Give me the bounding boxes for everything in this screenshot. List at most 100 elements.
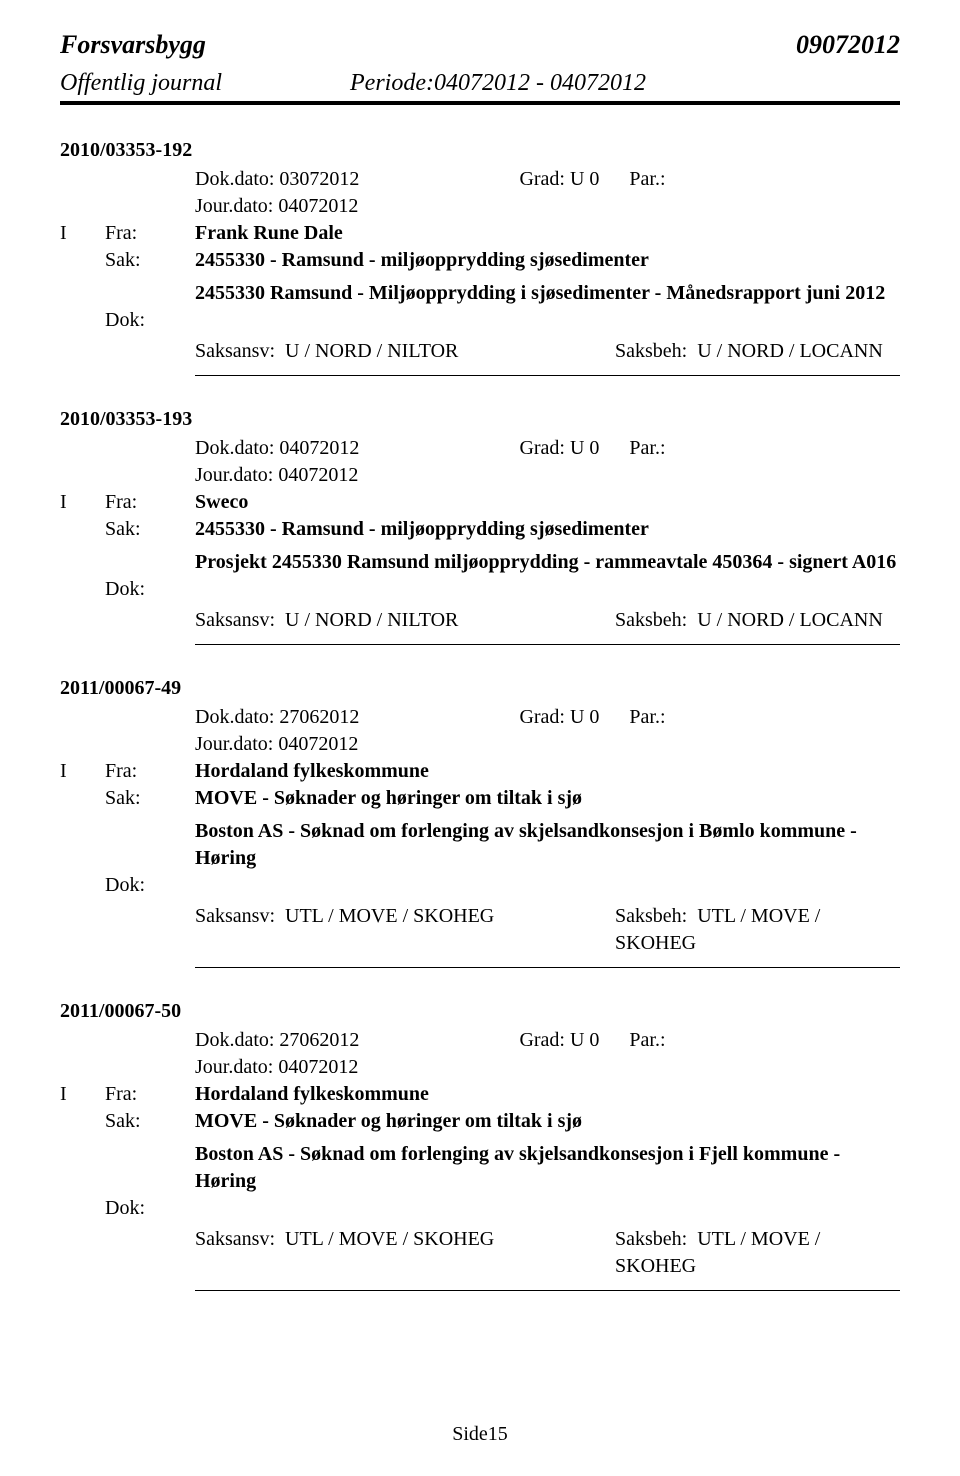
sak-value: MOVE - Søknader og høringer om tiltak i … [195, 785, 900, 812]
saksansv: Saksansv: UTL / MOVE / SKOHEG [195, 1226, 615, 1280]
description: Prosjekt 2455330 Ramsund miljøopprydding… [195, 549, 900, 576]
fra-line: I Fra: Sweco [60, 489, 900, 516]
header-row: Forsvarsbygg 09072012 [60, 30, 900, 60]
sak-line: Sak: 2455330 - Ramsund - miljøopprydding… [60, 247, 900, 274]
header-date: 09072012 [796, 30, 900, 60]
jour-dato-line: Jour.dato: 04072012 [195, 193, 900, 220]
dok-value [195, 1195, 900, 1222]
fra-value: Hordaland fylkeskommune [195, 1081, 900, 1108]
entries-list: 2010/03353-192 Dok.dato: 03072012 Grad: … [60, 139, 900, 1291]
blank [60, 516, 105, 543]
entry-rule [195, 967, 900, 968]
periode-label: Periode: [350, 70, 434, 96]
fra-value: Hordaland fylkeskommune [195, 758, 900, 785]
sak-label: Sak: [105, 1108, 195, 1135]
case-id: 2011/00067-49 [60, 677, 900, 700]
saksansv: Saksansv: UTL / MOVE / SKOHEG [195, 903, 615, 957]
blank [60, 1108, 105, 1135]
saksbeh: Saksbeh: U / NORD / LOCANN [615, 607, 900, 634]
dok-line: Dok: [60, 307, 900, 334]
saks-line: Saksansv: UTL / MOVE / SKOHEG Saksbeh: U… [60, 1226, 900, 1280]
sak-line: Sak: MOVE - Søknader og høringer om tilt… [60, 785, 900, 812]
journal-entry: 2010/03353-193 Dok.dato: 04072012 Grad: … [60, 408, 900, 645]
grad-par: Grad: U 0 Par.: [519, 704, 665, 731]
sak-label: Sak: [105, 247, 195, 274]
page-number: Side15 [452, 1423, 508, 1445]
sak-value: 2455330 - Ramsund - miljøopprydding sjøs… [195, 247, 900, 274]
blank [60, 785, 105, 812]
fra-label: Fra: [105, 220, 195, 247]
dok-value [195, 872, 900, 899]
fra-label: Fra: [105, 489, 195, 516]
grad-par: Grad: U 0 Par.: [519, 435, 665, 462]
sak-line: Sak: 2455330 - Ramsund - miljøopprydding… [60, 516, 900, 543]
jour-dato-line: Jour.dato: 04072012 [195, 1054, 900, 1081]
saksbeh: Saksbeh: UTL / MOVE / SKOHEG [615, 1226, 900, 1280]
description: Boston AS - Søknad om forlenging av skje… [195, 1141, 900, 1195]
fra-label: Fra: [105, 1081, 195, 1108]
journal-entry: 2011/00067-50 Dok.dato: 27062012 Grad: U… [60, 1000, 900, 1291]
sak-line: Sak: MOVE - Søknader og høringer om tilt… [60, 1108, 900, 1135]
dok-value [195, 576, 900, 603]
dok-label: Dok: [105, 576, 195, 603]
header-rule [60, 101, 900, 105]
dok-dato-line: Dok.dato: 03072012 Grad: U 0 Par.: [195, 166, 900, 193]
subheader-row: Offentlig journal Periode:04072012 - 040… [60, 70, 900, 97]
periode-value: 04072012 - 04072012 [434, 70, 646, 96]
dok-dato-line: Dok.dato: 27062012 Grad: U 0 Par.: [195, 704, 900, 731]
blank [60, 1195, 105, 1222]
grad-par: Grad: U 0 Par.: [519, 166, 665, 193]
dok-label: Dok: [105, 872, 195, 899]
io-label: I [60, 220, 105, 247]
journal-entry: 2010/03353-192 Dok.dato: 03072012 Grad: … [60, 139, 900, 376]
case-id: 2010/03353-193 [60, 408, 900, 431]
io-label: I [60, 1081, 105, 1108]
jour-dato-line: Jour.dato: 04072012 [195, 462, 900, 489]
io-label: I [60, 758, 105, 785]
periode: Periode:04072012 - 04072012 [350, 70, 646, 97]
entry-rule [195, 375, 900, 376]
grad-par: Grad: U 0 Par.: [519, 1027, 665, 1054]
saks-line: Saksansv: U / NORD / NILTOR Saksbeh: U /… [60, 607, 900, 634]
entry-rule [195, 644, 900, 645]
sak-label: Sak: [105, 785, 195, 812]
org-name: Forsvarsbygg [60, 30, 206, 60]
fra-value: Sweco [195, 489, 900, 516]
sak-value: 2455330 - Ramsund - miljøopprydding sjøs… [195, 516, 900, 543]
dok-value [195, 307, 900, 334]
dok-line: Dok: [60, 576, 900, 603]
fra-line: I Fra: Frank Rune Dale [60, 220, 900, 247]
entry-rule [195, 1290, 900, 1291]
dok-line: Dok: [60, 1195, 900, 1222]
fra-line: I Fra: Hordaland fylkeskommune [60, 1081, 900, 1108]
saksbeh: Saksbeh: U / NORD / LOCANN [615, 338, 900, 365]
dok-label: Dok: [105, 1195, 195, 1222]
blank [60, 307, 105, 334]
blank [60, 247, 105, 274]
jour-dato-line: Jour.dato: 04072012 [195, 731, 900, 758]
case-id: 2011/00067-50 [60, 1000, 900, 1023]
case-id: 2010/03353-192 [60, 139, 900, 162]
saksbeh: Saksbeh: UTL / MOVE / SKOHEG [615, 903, 900, 957]
io-label: I [60, 489, 105, 516]
description: 2455330 Ramsund - Miljøopprydding i sjøs… [195, 280, 900, 307]
saksansv: Saksansv: U / NORD / NILTOR [195, 607, 615, 634]
journal-entry: 2011/00067-49 Dok.dato: 27062012 Grad: U… [60, 677, 900, 968]
blank [60, 576, 105, 603]
page-footer: Side15 [0, 1423, 960, 1446]
fra-label: Fra: [105, 758, 195, 785]
dok-line: Dok: [60, 872, 900, 899]
dok-dato-line: Dok.dato: 27062012 Grad: U 0 Par.: [195, 1027, 900, 1054]
journal-label: Offentlig journal [60, 70, 350, 97]
saks-line: Saksansv: U / NORD / NILTOR Saksbeh: U /… [60, 338, 900, 365]
fra-value: Frank Rune Dale [195, 220, 900, 247]
saks-line: Saksansv: UTL / MOVE / SKOHEG Saksbeh: U… [60, 903, 900, 957]
sak-label: Sak: [105, 516, 195, 543]
description: Boston AS - Søknad om forlenging av skje… [195, 818, 900, 872]
saksansv: Saksansv: U / NORD / NILTOR [195, 338, 615, 365]
dok-dato-line: Dok.dato: 04072012 Grad: U 0 Par.: [195, 435, 900, 462]
blank [60, 872, 105, 899]
dok-label: Dok: [105, 307, 195, 334]
sak-value: MOVE - Søknader og høringer om tiltak i … [195, 1108, 900, 1135]
fra-line: I Fra: Hordaland fylkeskommune [60, 758, 900, 785]
